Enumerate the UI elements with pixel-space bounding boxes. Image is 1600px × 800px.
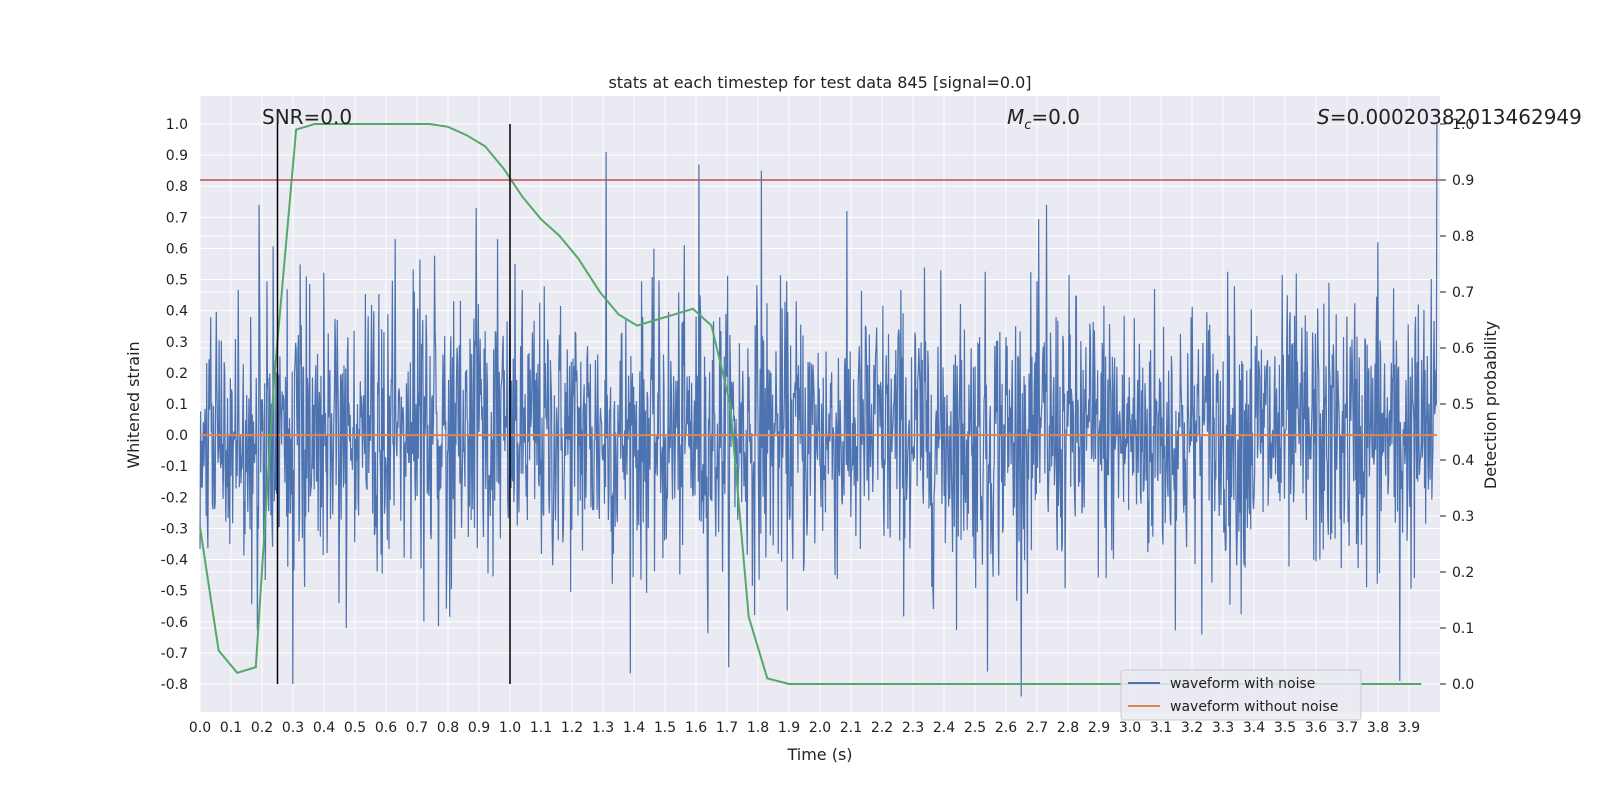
x-tick-label: 0.8 bbox=[437, 720, 459, 736]
x-tick-label: 3.6 bbox=[1305, 720, 1327, 736]
waveform-with-noise-line bbox=[199, 123, 1438, 697]
probability-series bbox=[199, 123, 1422, 685]
reference-lines bbox=[200, 124, 1440, 684]
x-tick-label: 0.2 bbox=[251, 720, 273, 736]
x-tick-label: 1.7 bbox=[716, 720, 738, 736]
y2-tick-label: 0.3 bbox=[1452, 509, 1474, 525]
y2-tick-label: 0.0 bbox=[1452, 677, 1474, 693]
mc-value: =0.0 bbox=[1031, 105, 1080, 129]
legend-label-noise: waveform with noise bbox=[1170, 676, 1315, 692]
x-tick-label: 1.2 bbox=[561, 720, 583, 736]
y-tick-label: 1.0 bbox=[166, 117, 188, 133]
y-tick-label: -0.8 bbox=[161, 677, 188, 693]
y2-tick-label: 0.6 bbox=[1452, 341, 1474, 357]
chart-title: stats at each timestep for test data 845… bbox=[608, 73, 1031, 92]
y-tick-label: 0.1 bbox=[166, 397, 188, 413]
x-tick-label: 0.7 bbox=[406, 720, 428, 736]
x-tick-label: 1.9 bbox=[778, 720, 800, 736]
y-tick-label: 0.6 bbox=[166, 241, 188, 257]
mc-subscript: c bbox=[1024, 118, 1031, 133]
x-tick-label: 1.6 bbox=[685, 720, 707, 736]
s-annotation: S=0.00020382013462949 bbox=[1317, 105, 1582, 129]
x-tick-label: 2.7 bbox=[1026, 720, 1048, 736]
legend-box bbox=[1120, 669, 1362, 721]
legend: waveform with noise waveform without noi… bbox=[1120, 669, 1362, 721]
x-tick-label: 1.4 bbox=[623, 720, 645, 736]
y2-tick-label: 0.1 bbox=[1452, 621, 1474, 637]
y2-tick-label: 0.2 bbox=[1452, 565, 1474, 581]
y2-tick-label: 1.0 bbox=[1452, 117, 1474, 133]
y2-axis-ticks: 0.0 0.1 0.2 0.3 0.4 0.5 0.6 0.7 0.8 0.9 1.0 bbox=[1440, 117, 1474, 693]
x-tick-label: 3.2 bbox=[1181, 720, 1203, 736]
y-tick-label: 0.0 bbox=[166, 428, 188, 444]
x-tick-label: 3.5 bbox=[1274, 720, 1296, 736]
y2-tick-label: 0.7 bbox=[1452, 285, 1474, 301]
detection-probability-line bbox=[199, 123, 1422, 685]
x-tick-label: 3.3 bbox=[1212, 720, 1234, 736]
x-tick-label: 1.8 bbox=[747, 720, 769, 736]
x-tick-label: 2.2 bbox=[871, 720, 893, 736]
x-tick-label: 3.9 bbox=[1398, 720, 1420, 736]
x-axis-label: Time (s) bbox=[786, 745, 852, 764]
s-value: =0.00020382013462949 bbox=[1330, 105, 1582, 129]
x-tick-label: 1.1 bbox=[530, 720, 552, 736]
y-tick-label: 0.4 bbox=[166, 304, 188, 320]
x-tick-label: 0.6 bbox=[375, 720, 397, 736]
y-tick-label: 0.5 bbox=[166, 273, 188, 289]
y2-tick-label: 0.9 bbox=[1452, 173, 1474, 189]
x-tick-label: 2.6 bbox=[995, 720, 1017, 736]
mc-symbol: M bbox=[1007, 105, 1024, 129]
y-tick-label: 0.9 bbox=[166, 148, 188, 164]
x-tick-label: 0.4 bbox=[313, 720, 335, 736]
x-tick-label: 0.1 bbox=[220, 720, 242, 736]
x-tick-label: 2.5 bbox=[964, 720, 986, 736]
y-tick-label: 0.8 bbox=[166, 179, 188, 195]
x-tick-label: 0.3 bbox=[282, 720, 304, 736]
y-axis-label: Whitened strain bbox=[124, 341, 143, 468]
x-tick-label: 3.7 bbox=[1336, 720, 1358, 736]
s-symbol: S bbox=[1317, 105, 1330, 129]
y-tick-label: -0.6 bbox=[161, 615, 188, 631]
x-tick-label: 2.3 bbox=[902, 720, 924, 736]
x-tick-label: 1.5 bbox=[654, 720, 676, 736]
noise-series bbox=[199, 123, 1438, 697]
x-tick-label: 3.4 bbox=[1243, 720, 1265, 736]
y-tick-label: -0.4 bbox=[161, 553, 188, 569]
x-tick-label: 3.0 bbox=[1119, 720, 1141, 736]
x-tick-label: 2.8 bbox=[1057, 720, 1079, 736]
x-tick-label: 3.1 bbox=[1150, 720, 1172, 736]
y-tick-label: 0.2 bbox=[166, 366, 188, 382]
x-tick-label: 2.9 bbox=[1088, 720, 1110, 736]
y2-axis-label: Detection probability bbox=[1481, 321, 1500, 489]
y-tick-label: 0.7 bbox=[166, 210, 188, 226]
y2-tick-label: 0.4 bbox=[1452, 453, 1474, 469]
x-tick-label: 0.0 bbox=[189, 720, 211, 736]
x-tick-label: 1.3 bbox=[592, 720, 614, 736]
x-tick-label: 2.1 bbox=[840, 720, 862, 736]
y2-tick-label: 0.8 bbox=[1452, 229, 1474, 245]
x-tick-label: 1.0 bbox=[499, 720, 521, 736]
snr-annotation: SNR=0.0 bbox=[262, 105, 352, 129]
x-tick-label: 2.0 bbox=[809, 720, 831, 736]
y-tick-label: -0.5 bbox=[161, 584, 188, 600]
y-tick-label: -0.3 bbox=[161, 521, 188, 537]
x-tick-label: 2.4 bbox=[933, 720, 955, 736]
y-tick-label: -0.1 bbox=[161, 459, 188, 475]
y-tick-label: -0.2 bbox=[161, 490, 188, 506]
legend-label-clean: waveform without noise bbox=[1170, 699, 1338, 715]
mc-annotation: Mc=0.0 bbox=[1007, 105, 1080, 133]
x-tick-label: 3.8 bbox=[1367, 720, 1389, 736]
y-tick-label: 0.3 bbox=[166, 335, 188, 351]
y-axis-ticks: -0.8 -0.7 -0.6 -0.5 -0.4 -0.3 -0.2 -0.1 0.0 0.1 0.… bbox=[161, 117, 188, 693]
y2-tick-label: 0.5 bbox=[1452, 397, 1474, 413]
x-axis-ticks: 0.0 0.1 0.2 0.3 0.4 0.5 0.6 0.7 0.8 0.9 1.0 1.1 1.2 1… bbox=[189, 720, 1420, 736]
y-tick-label: -0.7 bbox=[161, 646, 188, 662]
x-tick-label: 0.5 bbox=[344, 720, 366, 736]
x-tick-label: 0.9 bbox=[468, 720, 490, 736]
